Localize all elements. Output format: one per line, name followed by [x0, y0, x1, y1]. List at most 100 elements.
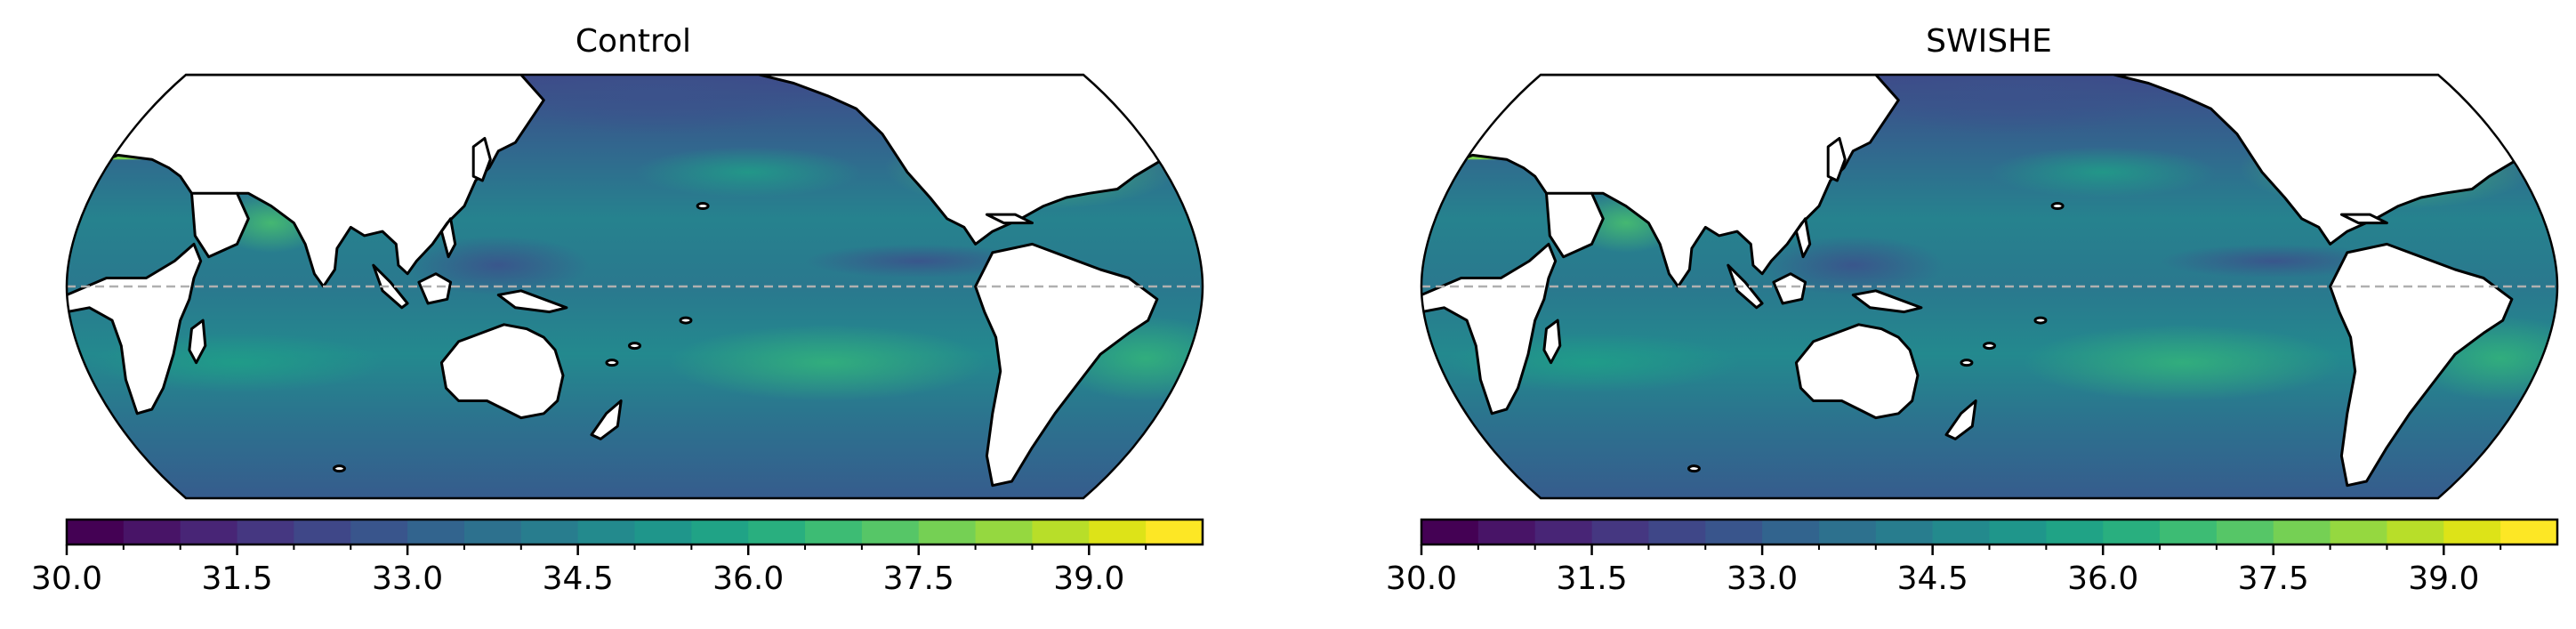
island [696, 202, 710, 211]
colorbar-segment [691, 520, 749, 544]
land-nz [590, 399, 623, 440]
colorbar-segment [294, 520, 351, 544]
land-madagascar [1542, 319, 1562, 365]
colorbar-tick-label: 33.0 [372, 560, 443, 597]
salinity-anomaly [1989, 146, 2217, 198]
colorbar-segment [123, 520, 181, 544]
land-japan [471, 136, 492, 182]
colorbar-segment [1648, 520, 1706, 544]
colorbar-segment [180, 520, 238, 544]
colorbar-tick-label: 36.0 [712, 560, 784, 597]
colorbar-tick-label: 30.0 [1386, 560, 1457, 597]
colorbar-segment [2103, 520, 2161, 544]
colorbar-segment [1705, 520, 1763, 544]
land-eurasia [1421, 75, 1900, 288]
colorbar-segment [1146, 520, 1203, 544]
island [679, 316, 693, 325]
map-boundary [65, 73, 1204, 500]
colorbar-segment [1932, 520, 1991, 544]
salinity-anomaly [2023, 324, 2342, 401]
land-greenland [1179, 75, 1203, 127]
salinity-anomaly [2160, 244, 2387, 278]
colorbar-swishe: 30.0 31.5 33.0 34.5 36.0 37.5 39.0 [1386, 518, 2559, 597]
island [605, 359, 619, 367]
land-eurasia [67, 75, 545, 288]
colorbar-segment [350, 520, 408, 544]
island [1686, 464, 1701, 473]
colorbar-segment [918, 520, 977, 544]
colorbar-segment [463, 520, 522, 544]
salinity-anomaly [668, 324, 987, 401]
colorbar-segment [2500, 520, 2558, 544]
colorbar-segment [1032, 520, 1090, 544]
island [1960, 359, 1974, 367]
land-cuba [985, 213, 1034, 225]
colorbar-tick-label: 31.5 [1556, 560, 1627, 597]
colorbar-segment [67, 520, 125, 544]
colorbar-tick-label: 39.0 [1053, 560, 1124, 597]
colorbar-segment [1477, 520, 1536, 544]
land-arabia [1545, 191, 1605, 259]
colorbar-tick-label: 33.0 [1727, 560, 1798, 597]
land-newguinea [1851, 289, 1923, 314]
salinity-field [1421, 75, 2557, 498]
colorbar-segment [861, 520, 920, 544]
land-samerica [2329, 242, 2514, 488]
colorbar-segment [2046, 520, 2104, 544]
colorbar-segment [748, 520, 806, 544]
colorbar-segment [1762, 520, 1820, 544]
colorbar-segment [975, 520, 1034, 544]
land-borneo [417, 272, 453, 305]
colorbar-segment [2273, 520, 2331, 544]
colorbar-segment [805, 520, 863, 544]
colorbar-tick-label: 39.0 [2408, 560, 2479, 597]
salinity-anomaly [634, 146, 862, 198]
land-cuba [2339, 213, 2388, 225]
colorbar-segment [2330, 520, 2388, 544]
colorbar-segment [2160, 520, 2218, 544]
map-boundary [1420, 73, 2559, 500]
colorbar-segment [634, 520, 692, 544]
island [1983, 342, 1996, 351]
colorbar-segment [407, 520, 465, 544]
land-philippines [439, 217, 457, 259]
colorbar-segment [1875, 520, 1934, 544]
land-arabia [190, 191, 250, 259]
island [2033, 316, 2048, 325]
island [628, 342, 641, 351]
colorbar-segment [2216, 520, 2274, 544]
colorbar-tick-label: 36.0 [2067, 560, 2138, 597]
colorbar-segment [2387, 520, 2444, 544]
salinity-field [67, 75, 1203, 498]
land-greenland [2533, 75, 2557, 127]
map-panel-swishe [1420, 73, 2559, 500]
colorbar-segment [1089, 520, 1147, 544]
colorbar-tick-label: 31.5 [201, 560, 272, 597]
colorbar-segment [520, 520, 579, 544]
colorbar-segment [1534, 520, 1593, 544]
land-madagascar [188, 319, 207, 365]
colorbar-segment [1818, 520, 1877, 544]
salinity-anomaly [805, 244, 1033, 278]
colorbar-segment [1421, 520, 1479, 544]
colorbar-segment [2443, 520, 2501, 544]
colorbar-segment [577, 520, 636, 544]
land-samerica [974, 242, 1159, 488]
colorbar-tick-label: 37.5 [883, 560, 954, 597]
island [332, 464, 346, 473]
island [2050, 202, 2065, 211]
map-panel-control [65, 73, 1204, 500]
salinity-anomaly [498, 75, 817, 134]
land-australia [439, 323, 565, 420]
colorbar-tick-label: 30.0 [31, 560, 102, 597]
colorbar-segment [1989, 520, 2047, 544]
colorbar-control: 30.0 31.5 33.0 34.5 36.0 37.5 39.0 [31, 518, 1204, 597]
salinity-anomaly [1853, 75, 2171, 134]
panel-title-swishe: SWISHE [1926, 23, 2052, 60]
land-nz [1944, 399, 1977, 440]
colorbar-tick-label: 34.5 [543, 560, 614, 597]
land-japan [1826, 136, 1847, 182]
colorbar-segment [1591, 520, 1649, 544]
colorbar-tick-label: 34.5 [1897, 560, 1968, 597]
